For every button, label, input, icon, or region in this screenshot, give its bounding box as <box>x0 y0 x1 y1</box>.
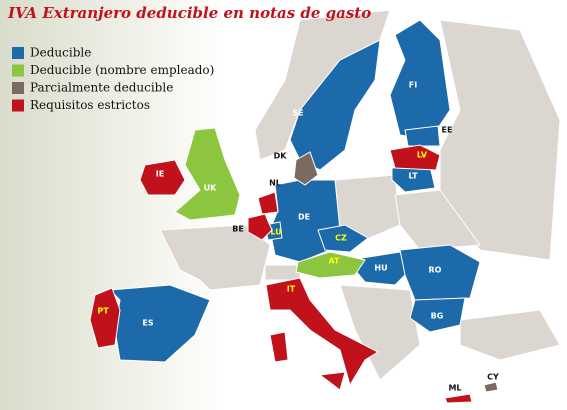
country-label: HU <box>374 264 387 273</box>
country-shape <box>444 393 473 404</box>
country-label: IE <box>156 170 164 179</box>
russia <box>439 19 561 261</box>
country-shape <box>89 287 121 349</box>
country-shape <box>295 251 366 279</box>
country-label: NL <box>269 179 281 188</box>
country-shape <box>389 144 441 171</box>
country-label: BE <box>232 225 244 234</box>
country-label: FI <box>409 81 417 90</box>
countries: FI SE DE CZ HU RO BG LT EE ES LU UK AT DK CY IE NL BE LV PT… <box>89 19 499 404</box>
country-label: DE <box>298 213 310 222</box>
country-label: EE <box>442 126 453 135</box>
legend-label: Requisitos estrictos <box>30 98 150 112</box>
country-shape <box>293 151 319 186</box>
country-label: LV <box>417 151 428 160</box>
legend-swatch <box>12 82 24 94</box>
legend: Deducible Deducible (nombre empleado) Parc… <box>12 46 214 112</box>
country-label: UK <box>204 184 217 193</box>
turkey <box>459 309 561 361</box>
country-label: SE <box>292 109 303 118</box>
country-label: ML <box>448 384 461 393</box>
legend-swatch <box>12 47 24 59</box>
country-label: RO <box>429 266 442 275</box>
country-shape <box>399 244 481 301</box>
country-shape <box>247 213 273 241</box>
country-label: CY <box>487 373 499 382</box>
country-shape <box>139 159 186 196</box>
other-countries <box>159 9 561 381</box>
country-label: PT <box>97 307 109 316</box>
country-label: DK <box>274 152 288 161</box>
legend-label: Deducible <box>30 46 91 60</box>
country-shape <box>257 191 279 215</box>
country-label: LU <box>270 228 281 237</box>
country-shape <box>174 127 241 221</box>
country-shape <box>483 381 499 393</box>
country-shape <box>404 125 441 147</box>
country-label: AT <box>328 257 340 266</box>
country-shape <box>409 297 466 333</box>
country-shape <box>317 224 369 253</box>
legend-label: Deducible (nombre empleado) <box>30 63 214 77</box>
legend-label: Parcialmente deducible <box>30 81 173 95</box>
country-label: CZ <box>335 234 347 243</box>
country-label: ES <box>142 319 153 328</box>
country-shape <box>265 277 380 391</box>
switzerland <box>264 264 301 281</box>
country-label: BG <box>431 312 444 321</box>
legend-swatch <box>12 99 24 112</box>
country-shape <box>289 39 381 171</box>
map-title: IVA Extranjero deducible en notas de gas… <box>7 4 371 22</box>
norway <box>254 9 391 161</box>
balkans <box>339 284 421 381</box>
legend-swatch <box>12 64 24 77</box>
country-label: IT <box>287 285 296 294</box>
country-label: LT <box>408 172 418 181</box>
